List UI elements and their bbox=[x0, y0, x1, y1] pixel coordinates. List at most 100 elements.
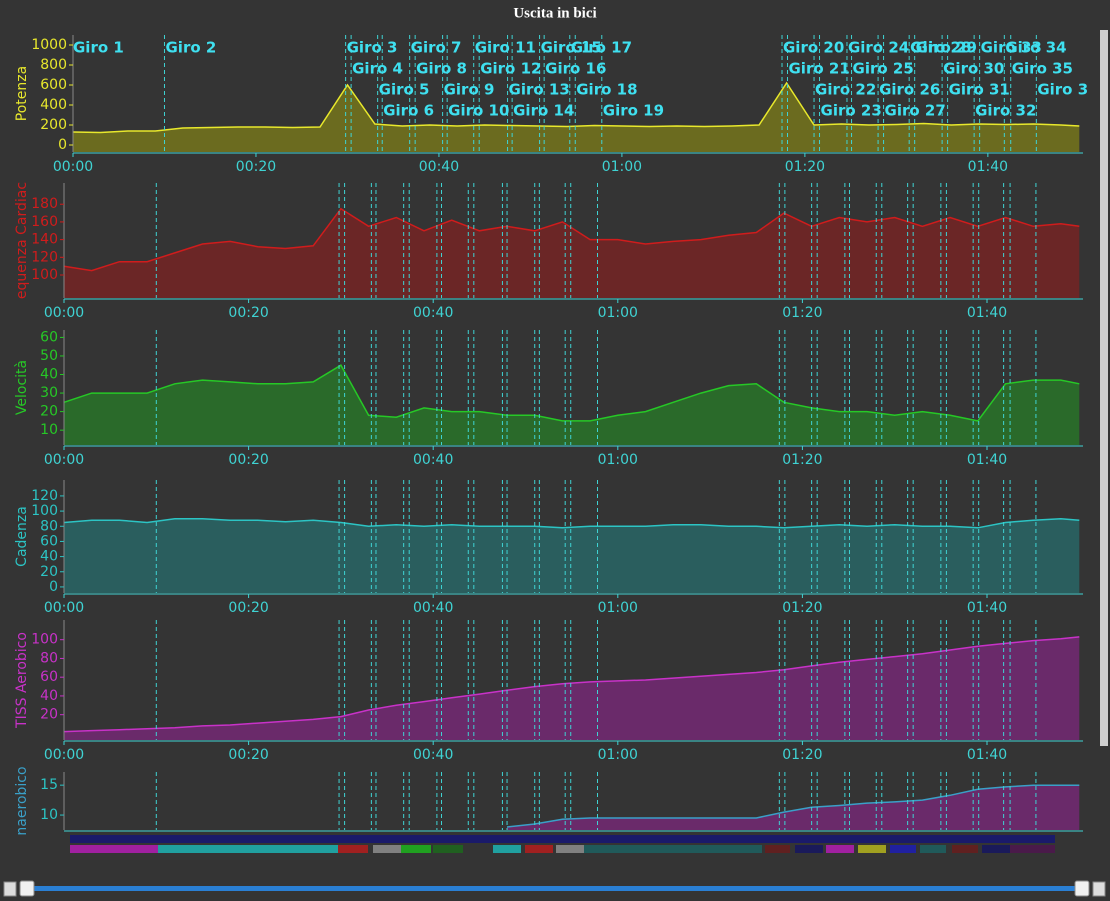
x-tick-label: 01:00 bbox=[598, 600, 638, 616]
y-tick-label: 20 bbox=[40, 707, 58, 723]
lap-label: Giro 24 bbox=[848, 39, 909, 57]
x-tick-label: 00:00 bbox=[44, 452, 84, 468]
x-tick-label: 00:00 bbox=[44, 747, 84, 763]
data-line bbox=[72, 81, 1080, 134]
y-tick-label: 120 bbox=[31, 249, 58, 265]
lap-label: Giro 27 bbox=[885, 102, 946, 120]
y-tick-label: 1000 bbox=[31, 37, 67, 53]
x-tick-label: 01:00 bbox=[598, 305, 638, 321]
v-scrollbar[interactable] bbox=[1100, 30, 1108, 746]
lap-label: Giro 23 bbox=[821, 102, 882, 120]
area-fill bbox=[64, 636, 1080, 740]
x-tick-label: 00:20 bbox=[236, 159, 276, 175]
y-tick-label: 200 bbox=[40, 117, 67, 133]
y-tick-label: 600 bbox=[40, 77, 67, 93]
x-tick-label: 01:20 bbox=[782, 305, 822, 321]
x-tick-label: 00:00 bbox=[53, 159, 93, 175]
x-tick-label: 01:20 bbox=[782, 747, 822, 763]
lap-label: Giro 16 bbox=[545, 60, 606, 78]
y-tick-label: 40 bbox=[40, 549, 58, 565]
x-tick-label: 01:20 bbox=[782, 600, 822, 616]
y-axis-label: equenza Cardiac bbox=[14, 182, 30, 299]
y-tick-label: 100 bbox=[31, 632, 58, 648]
x-tick-label: 00:40 bbox=[419, 159, 459, 175]
lap-label: Giro 33 bbox=[981, 39, 1042, 57]
lap-label: Giro 1 bbox=[73, 39, 124, 57]
lap-label: Giro 9 bbox=[444, 81, 495, 99]
lap-label: Giro 11 bbox=[475, 39, 536, 57]
y-axis-label: Velocità bbox=[14, 360, 30, 415]
data-line bbox=[63, 207, 1080, 272]
panel: 10 20 30 40 50 60 00:00 00:20 00:40 01:00 01:20 01:… bbox=[14, 329, 1083, 468]
lap-label: Giro 19 bbox=[603, 102, 664, 120]
y-tick-label: 140 bbox=[31, 232, 58, 248]
lap-label: Giro 7 bbox=[411, 39, 462, 57]
data-line bbox=[506, 784, 1080, 828]
y-tick-label: 20 bbox=[40, 404, 58, 420]
x-tick-label: 01:00 bbox=[598, 452, 638, 468]
lap-label: Giro 14 bbox=[513, 102, 574, 120]
chart-title: Uscita in bici bbox=[513, 5, 596, 21]
x-tick-label: 00:20 bbox=[228, 305, 268, 321]
data-line bbox=[63, 636, 1080, 733]
y-tick-label: 50 bbox=[40, 348, 58, 364]
lap-label: Giro 34 bbox=[1005, 39, 1066, 57]
y-tick-label: 800 bbox=[40, 57, 67, 73]
lap-label: Giro 20 bbox=[783, 39, 844, 57]
panel: 10 15 naerobico bbox=[14, 766, 1083, 836]
lap-label: Giro 35 bbox=[1012, 60, 1073, 78]
y-tick-label: 30 bbox=[40, 385, 58, 401]
data-line bbox=[63, 364, 1080, 422]
x-tick-label: 01:20 bbox=[782, 452, 822, 468]
area-fill bbox=[64, 208, 1080, 298]
area-fill bbox=[507, 785, 1080, 830]
lap-label: Giro 30 bbox=[943, 60, 1004, 78]
x-tick-label: 01:40 bbox=[968, 159, 1008, 175]
y-tick-label: 100 bbox=[31, 267, 58, 283]
y-tick-label: 60 bbox=[40, 669, 58, 685]
x-tick-label: 00:40 bbox=[413, 452, 453, 468]
x-tick-label: 01:00 bbox=[598, 747, 638, 763]
panel: 20 40 60 80 100 00:00 00:20 00:40 01:00 01:20 01:4… bbox=[14, 620, 1083, 763]
x-tick-label: 01:40 bbox=[967, 600, 1007, 616]
data-line bbox=[63, 517, 1080, 529]
lap-label: Giro 5 bbox=[379, 81, 430, 99]
area-fill bbox=[73, 83, 1080, 152]
lap-label: Giro 8 bbox=[416, 60, 467, 78]
y-tick-label: 10 bbox=[40, 807, 58, 823]
panel: 0 200 400 600 800 1000 00:00 00:20 00:40 01:00 01:… bbox=[14, 35, 1088, 175]
x-tick-label: 00:00 bbox=[44, 305, 84, 321]
lap-label: Giro 4 bbox=[352, 60, 403, 78]
y-tick-label: 40 bbox=[40, 688, 58, 704]
x-tick-label: 01:40 bbox=[967, 305, 1007, 321]
y-tick-label: 40 bbox=[40, 367, 58, 383]
x-tick-label: 01:40 bbox=[967, 452, 1007, 468]
y-tick-label: 80 bbox=[40, 650, 58, 666]
lap-label: Giro 17 bbox=[571, 39, 632, 57]
x-tick-label: 01:40 bbox=[967, 747, 1007, 763]
lap-label: Giro 28 bbox=[910, 39, 971, 57]
y-axis-label: TISS Aerobico bbox=[14, 632, 30, 729]
lap-label: Giro 2 bbox=[165, 39, 216, 57]
lap-label: Giro 29 bbox=[916, 39, 977, 57]
y-axis-label: naerobico bbox=[14, 766, 30, 835]
x-tick-label: 00:20 bbox=[228, 747, 268, 763]
y-tick-label: 160 bbox=[31, 214, 58, 230]
y-tick-label: 120 bbox=[31, 488, 58, 504]
x-tick-label: 00:00 bbox=[44, 600, 84, 616]
y-tick-label: 0 bbox=[58, 137, 67, 153]
y-tick-label: 15 bbox=[40, 777, 58, 793]
lap-label: Giro 15 bbox=[541, 39, 602, 57]
y-tick-label: 180 bbox=[31, 196, 58, 212]
h-scrollbar[interactable] bbox=[3, 880, 1106, 897]
lap-label: Giro 32 bbox=[975, 102, 1036, 120]
y-tick-label: 80 bbox=[40, 518, 58, 534]
x-tick-label: 00:40 bbox=[413, 600, 453, 616]
lap-label: Giro 12 bbox=[480, 60, 541, 78]
lap-label: Giro 22 bbox=[815, 81, 876, 99]
y-tick-label: 60 bbox=[40, 533, 58, 549]
y-tick-label: 0 bbox=[49, 579, 58, 595]
lap-label: Giro 6 bbox=[383, 102, 434, 120]
